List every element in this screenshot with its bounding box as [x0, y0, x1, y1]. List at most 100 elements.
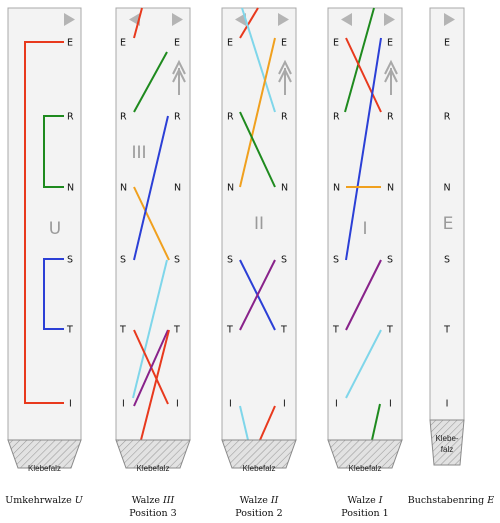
ring-label-e: E: [444, 38, 450, 49]
wire-red-top: [239, 7, 259, 39]
glue-tab: [115, 439, 191, 469]
ring-label-n: N: [443, 183, 450, 194]
wire-e-i: [24, 41, 64, 404]
arrow-left-icon: [341, 13, 352, 26]
strip-body: [429, 7, 465, 421]
glue-tab: [327, 439, 403, 469]
strip-body: [221, 7, 297, 441]
contact-label-s: S: [67, 255, 73, 266]
strip-walze-1: E R N S T I E R N S T I I Klebefalz Walz…: [327, 7, 403, 519]
wire-green-bottom: [371, 403, 381, 441]
strip-buchstabenring: E R N S T I E Klebe- falz Buchstabenring…: [408, 7, 495, 506]
wire-green: [133, 51, 168, 113]
wire-blue: [345, 37, 382, 261]
contact-label-r: R: [387, 112, 394, 123]
strip-caption: Walze I: [347, 495, 382, 506]
strip-big-label: I: [362, 219, 367, 239]
wire-green: [239, 111, 276, 188]
wire-red: [345, 37, 382, 113]
contact-label-t: T: [386, 325, 393, 336]
contact-label-r: R: [120, 112, 127, 123]
wire-red-bottom: [140, 329, 170, 441]
contact-label-s: S: [174, 255, 180, 266]
wire-red-top: [133, 7, 143, 39]
contact-label-t: T: [173, 325, 180, 336]
arrow-right-icon: [64, 13, 75, 26]
strip-caption: Umkehrwalze U: [5, 495, 84, 506]
wire-cyan: [345, 329, 382, 399]
contact-label-n: N: [227, 183, 234, 194]
wire-s-t: [43, 258, 64, 330]
wire-red-bottom: [259, 405, 276, 441]
contact-label-s: S: [227, 255, 233, 266]
wire-green-top: [344, 7, 375, 113]
rotation-arrow-icon: [172, 59, 186, 95]
glue-tab-label: Klebefalz: [137, 464, 170, 473]
strip-big-label: U: [49, 219, 61, 239]
arrow-left-icon: [235, 13, 246, 26]
glue-tab: [429, 419, 465, 466]
contact-label-i: I: [283, 399, 286, 410]
contact-label-s: S: [333, 255, 339, 266]
contact-label-t: T: [119, 325, 126, 336]
arrow-right-icon: [172, 13, 183, 26]
ring-label-i: I: [446, 399, 449, 410]
strip-umkehrwalze: E R N S T I U Klebefalz Umkehrwalze U: [5, 7, 84, 506]
strip-body: [115, 7, 191, 441]
ring-label-r: R: [444, 112, 451, 123]
glue-tab-label: falz: [441, 445, 453, 454]
ring-label-t: T: [443, 325, 450, 336]
strip-caption: Buchstabenring E: [408, 495, 495, 506]
contact-label-n: N: [120, 183, 127, 194]
contact-label-r: R: [333, 112, 340, 123]
arrow-right-icon: [444, 13, 455, 26]
strip-big-label: E: [443, 214, 454, 234]
contact-label-i: I: [176, 399, 179, 410]
wire-blue: [133, 115, 169, 261]
arrow-right-icon: [384, 13, 395, 26]
arrow-right-icon: [278, 13, 289, 26]
contact-label-e: E: [387, 38, 393, 49]
contact-label-r: R: [174, 112, 181, 123]
strip-caption-position: Position 2: [235, 508, 282, 519]
contact-label-s: S: [120, 255, 126, 266]
strip-body: [7, 7, 82, 441]
glue-tab-label: Klebefalz: [28, 464, 61, 473]
contact-label-n: N: [333, 183, 340, 194]
glue-tab: [7, 439, 82, 469]
contact-label-i: I: [69, 399, 72, 410]
contact-label-r: R: [227, 112, 234, 123]
wire-purple: [239, 259, 276, 331]
contact-label-n: N: [67, 183, 74, 194]
glue-tab-label: Klebefalz: [243, 464, 276, 473]
contact-label-n: N: [387, 183, 394, 194]
wire-r-n: [43, 115, 64, 188]
contact-label-s: S: [281, 255, 287, 266]
contact-label-e: E: [281, 38, 287, 49]
contact-label-i: I: [335, 399, 338, 410]
contact-label-t: T: [280, 325, 287, 336]
contact-label-e: E: [67, 38, 73, 49]
contact-label-t: T: [332, 325, 339, 336]
strip-big-label: III: [131, 143, 146, 163]
contact-label-i: I: [389, 399, 392, 410]
strip-walze-2: E R N S T I E R N S T I II Klebefalz Wal…: [221, 7, 297, 519]
glue-tab: [221, 439, 297, 469]
wire-purple: [133, 329, 169, 407]
contact-label-e: E: [333, 38, 339, 49]
strip-big-label: II: [254, 214, 264, 234]
contact-label-r: R: [281, 112, 288, 123]
contact-label-n: N: [174, 183, 181, 194]
wire-purple: [345, 259, 382, 331]
contact-label-i: I: [229, 399, 232, 410]
contact-label-t: T: [66, 325, 73, 336]
contact-label-t: T: [226, 325, 233, 336]
wire-cyan-bottom: [239, 405, 249, 441]
rotation-arrow-icon: [278, 59, 292, 95]
rotation-arrow-icon: [384, 59, 398, 95]
wire-cyan-top: [241, 7, 276, 113]
glue-tab-label: Klebe-: [435, 434, 458, 443]
contact-label-r: R: [67, 112, 74, 123]
contact-label-e: E: [227, 38, 233, 49]
